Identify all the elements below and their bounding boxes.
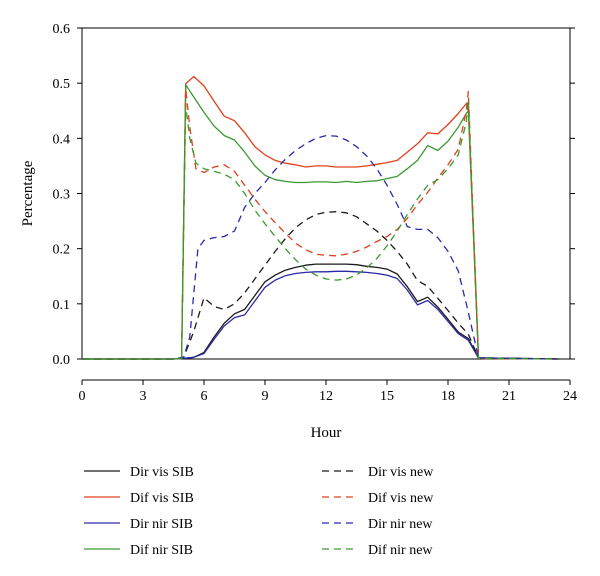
legend: Dir vis SIB Dif vis SIB Dir nir SIB Dif nir… [84, 465, 434, 558]
legend-label-dif-vis-new: Dif vis new [368, 491, 434, 506]
series-line-dif-nir-new [82, 99, 560, 360]
y-tick-label: 0.5 [53, 77, 71, 92]
series-layer [82, 75, 560, 360]
legend-label-dif-vis-sib: Dif vis SIB [130, 491, 194, 506]
series-line-dif-nir-sib [82, 84, 560, 360]
x-axis-label: Hour [311, 425, 342, 441]
legend-label-dif-nir-new: Dif nir new [368, 543, 433, 558]
x-tick-label: 6 [201, 389, 208, 404]
y-tick-label: 0.2 [53, 243, 71, 258]
plot-frame [81, 27, 571, 360]
series-line-dif-vis-sib [82, 75, 560, 360]
y-tick-label: 0.6 [53, 22, 71, 37]
y-tick-label: 0.0 [53, 353, 71, 368]
series-line-dir-vis-sib [82, 263, 560, 360]
series-line-dif-vis-new [82, 88, 560, 360]
series-line-dir-nir-new [82, 134, 560, 360]
x-tick-label: 9 [262, 389, 269, 404]
x-tick-label: 18 [441, 389, 455, 404]
y-axis-label: Percentage [20, 160, 36, 226]
y-tick-label: 0.4 [53, 132, 71, 147]
x-tick-label: 15 [380, 389, 394, 404]
series-line-dir-vis-new [82, 211, 560, 360]
x-axis: 0 3 6 9 12 15 18 21 24 [79, 379, 577, 404]
legend-label-dir-vis-sib: Dir vis SIB [130, 465, 194, 480]
legend-label-dir-nir-sib: Dir nir SIB [130, 517, 193, 532]
plot-area: 0 3 6 9 12 15 18 21 24 0.0 0.1 0.2 0.3 0.4 0.5 0.6 [53, 22, 578, 404]
y-tick-label: 0.1 [53, 298, 71, 313]
x-tick-label: 0 [79, 389, 86, 404]
x-tick-label: 24 [563, 389, 577, 404]
y-tick-label: 0.3 [53, 188, 71, 203]
x-tick-label: 12 [319, 389, 333, 404]
y-axis: 0.0 0.1 0.2 0.3 0.4 0.5 0.6 [53, 22, 575, 368]
series-line-dir-nir-sib [82, 270, 560, 360]
legend-label-dir-nir-new: Dir nir new [368, 517, 433, 532]
x-tick-label: 3 [140, 389, 147, 404]
legend-label-dif-nir-sib: Dif nir SIB [130, 543, 193, 558]
legend-label-dir-vis-new: Dir vis new [368, 465, 434, 480]
x-tick-label: 21 [502, 389, 516, 404]
